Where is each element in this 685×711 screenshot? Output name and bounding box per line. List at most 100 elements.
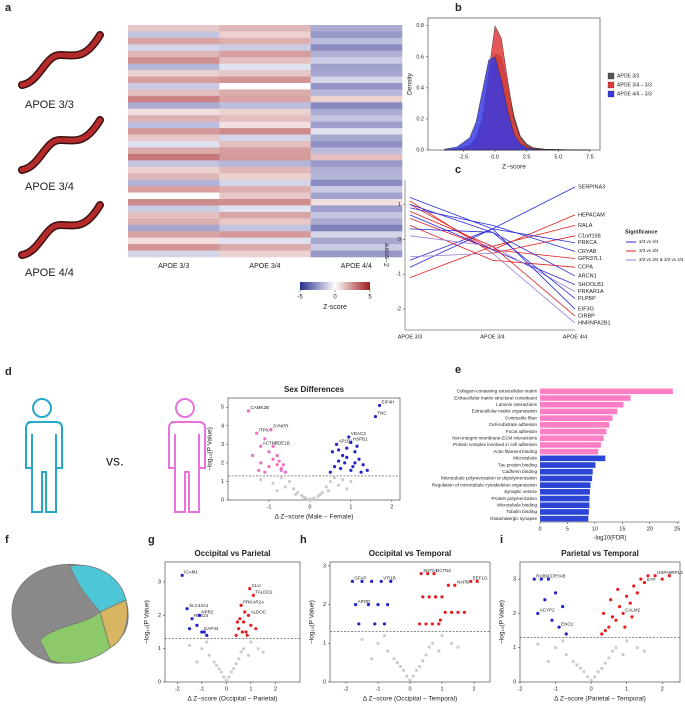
gene-label: HNRNPA2B1: [578, 320, 611, 326]
point: [316, 494, 320, 498]
heatmap-cell: [310, 95, 403, 103]
heatmap-cell: [128, 89, 220, 97]
heatmap-cell: [128, 50, 220, 58]
point: [424, 622, 428, 626]
point: [275, 489, 279, 493]
heatmap-cell: [219, 134, 311, 142]
point: [386, 602, 390, 607]
gene-label: HSPB1: [353, 437, 368, 442]
heatmap-cell: [310, 192, 403, 200]
heatmap-cell: [128, 186, 220, 193]
point: [667, 574, 671, 578]
point: [249, 623, 253, 627]
point: [243, 610, 247, 614]
gene-label: ITPKA: [259, 427, 272, 432]
legend-label: APOE 4/4 – 3/3: [617, 91, 652, 97]
point: [334, 442, 339, 446]
gene-label: APOD: [358, 599, 372, 604]
heatmap-cell: [128, 218, 220, 226]
category-label: Actin filament binding: [493, 449, 537, 454]
point: [430, 641, 434, 645]
point: [281, 463, 285, 467]
x-tick-label: 2.5: [523, 154, 531, 160]
chart-title: Sex Differences: [284, 385, 345, 394]
point: [267, 450, 271, 454]
point: [418, 664, 422, 669]
point: [250, 453, 255, 458]
point: [336, 448, 341, 452]
heatmap-cell: [219, 25, 311, 32]
legend-swatch: [607, 90, 615, 98]
heatmap-cell: [128, 173, 220, 180]
heatmap-cell: [128, 199, 220, 206]
bar: [540, 422, 610, 428]
bar: [540, 502, 590, 509]
point: [349, 479, 353, 484]
point: [601, 611, 606, 616]
heatmap-cell: [219, 102, 311, 110]
point: [310, 498, 314, 502]
panel-label: b: [455, 2, 462, 14]
plot-frame: [519, 561, 681, 683]
heatmap-cell: [219, 57, 311, 64]
heatmap-cell: [219, 50, 311, 58]
point: [263, 470, 267, 474]
point: [187, 627, 192, 631]
heatmap-cell: [310, 76, 403, 84]
point: [245, 633, 249, 637]
point: [259, 444, 263, 448]
bar: [540, 462, 596, 468]
point: [287, 479, 292, 484]
x-axis-label: Δ Z−score (Occipital − Temporal): [363, 696, 458, 703]
point: [349, 468, 353, 472]
point: [275, 463, 279, 467]
panel-label: h: [300, 534, 307, 546]
heatmap-cell: [128, 160, 220, 168]
point: [336, 483, 341, 487]
x-tick-label: 0: [538, 526, 541, 532]
point: [639, 577, 643, 581]
point: [575, 663, 579, 667]
gene-line: [409, 245, 576, 317]
point: [392, 657, 396, 661]
point: [432, 572, 436, 576]
heatmap-cell: [310, 147, 403, 155]
bar: [540, 442, 601, 448]
y-tick-label: 2: [221, 460, 224, 466]
point: [625, 594, 629, 598]
gene-line: [409, 214, 576, 286]
genotype-label: APOE 3/3: [25, 99, 74, 111]
heatmap-cell: [128, 31, 220, 39]
point: [418, 622, 422, 626]
point: [200, 647, 204, 651]
point: [421, 659, 425, 663]
heatmap-cell: [310, 102, 403, 110]
heatmap-cell: [219, 231, 311, 238]
heatmap-cell: [128, 231, 220, 238]
point: [370, 657, 374, 661]
heatmap-cell: [128, 153, 220, 161]
column-label: APOE 4/4: [341, 263, 372, 270]
point: [239, 603, 243, 607]
bar: [540, 482, 591, 488]
heatmap-cell: [128, 115, 220, 122]
heatmap-cell: [310, 166, 403, 174]
point: [382, 622, 386, 626]
point: [241, 620, 246, 624]
heatmap-cell: [219, 237, 311, 245]
panel-label: a: [5, 2, 12, 14]
point: [224, 678, 228, 682]
gene-label: SNTA1: [423, 568, 438, 573]
point: [293, 492, 298, 497]
vs-text: vs.: [106, 453, 124, 469]
heatmap-cell: [310, 205, 403, 213]
point: [561, 639, 565, 643]
heatmap-cell: [219, 31, 311, 39]
point: [366, 602, 370, 607]
gene-label: VDAC3: [351, 431, 367, 436]
y-tick-label: 0: [398, 237, 401, 243]
gene-label: ALDOC: [250, 610, 266, 615]
gene-label: TNC: [377, 411, 387, 416]
x-axis-label: Z−score: [502, 164, 526, 171]
heatmap-cell: [219, 83, 311, 90]
